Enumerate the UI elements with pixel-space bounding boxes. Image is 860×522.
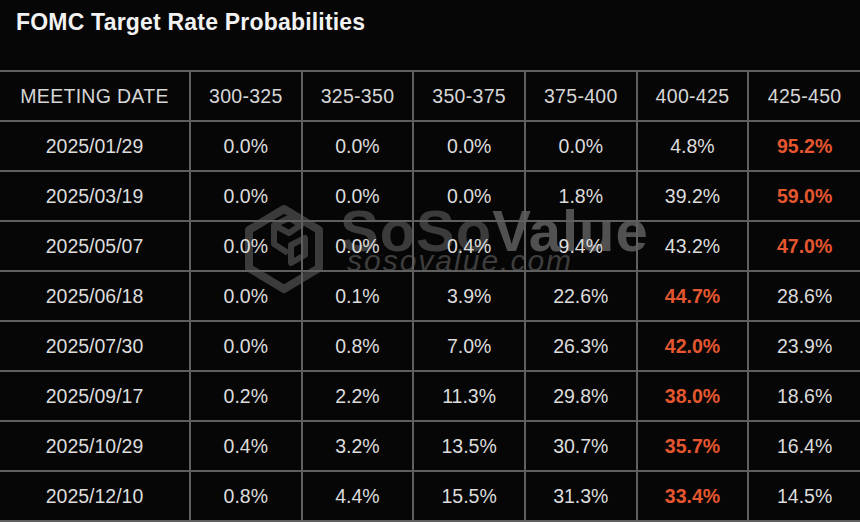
probability-cell: 3.2% (302, 421, 414, 471)
probability-cell: 4.8% (637, 121, 749, 171)
probability-cell-highlighted: 38.0% (637, 371, 749, 421)
column-header-meeting-date: MEETING DATE (0, 71, 190, 121)
column-header-rate-range: 375-400 (525, 71, 637, 121)
table-row: 2025/05/070.0%0.0%0.4%9.4%43.2%47.0% (0, 221, 860, 271)
meeting-date-cell: 2025/03/19 (0, 171, 190, 221)
probability-cell: 4.4% (302, 471, 414, 521)
column-header-rate-range: 325-350 (302, 71, 414, 121)
probability-cell-highlighted: 59.0% (748, 171, 860, 221)
table-row: 2025/12/100.8%4.4%15.5%31.3%33.4%14.5% (0, 471, 860, 521)
probability-cell-highlighted: 95.2% (748, 121, 860, 171)
probability-cell-highlighted: 35.7% (637, 421, 749, 471)
probability-cell: 22.6% (525, 271, 637, 321)
probability-cell: 0.4% (413, 221, 525, 271)
probability-cell: 0.0% (302, 171, 414, 221)
probability-cell: 0.0% (190, 121, 302, 171)
meeting-date-cell: 2025/10/29 (0, 421, 190, 471)
table-body: 2025/01/290.0%0.0%0.0%0.0%4.8%95.2%2025/… (0, 121, 860, 521)
probability-cell: 0.2% (190, 371, 302, 421)
probability-cell: 15.5% (413, 471, 525, 521)
table-row: 2025/09/170.2%2.2%11.3%29.8%38.0%18.6% (0, 371, 860, 421)
probability-cell: 2.2% (302, 371, 414, 421)
probability-cell: 13.5% (413, 421, 525, 471)
table-row: 2025/06/180.0%0.1%3.9%22.6%44.7%28.6% (0, 271, 860, 321)
meeting-date-cell: 2025/12/10 (0, 471, 190, 521)
probabilities-table: MEETING DATE300-325325-350350-375375-400… (0, 70, 860, 522)
probability-cell: 11.3% (413, 371, 525, 421)
page-title: FOMC Target Rate Probabilities (16, 9, 365, 36)
probability-cell: 29.8% (525, 371, 637, 421)
probability-cell: 0.0% (413, 171, 525, 221)
probability-cell: 31.3% (525, 471, 637, 521)
fomc-rate-probabilities-widget: FOMC Target Rate Probabilities SoSoValue… (0, 0, 860, 522)
meeting-date-cell: 2025/07/30 (0, 321, 190, 371)
table-header-row: MEETING DATE300-325325-350350-375375-400… (0, 71, 860, 121)
probability-cell: 0.8% (190, 471, 302, 521)
table-row: 2025/07/300.0%0.8%7.0%26.3%42.0%23.9% (0, 321, 860, 371)
table-row: 2025/03/190.0%0.0%0.0%1.8%39.2%59.0% (0, 171, 860, 221)
table-row: 2025/01/290.0%0.0%0.0%0.0%4.8%95.2% (0, 121, 860, 171)
probability-cell-highlighted: 44.7% (637, 271, 749, 321)
probability-cell: 0.0% (190, 171, 302, 221)
probability-cell: 30.7% (525, 421, 637, 471)
probability-cell: 0.0% (190, 321, 302, 371)
probability-cell: 0.0% (525, 121, 637, 171)
table-row: 2025/10/290.4%3.2%13.5%30.7%35.7%16.4% (0, 421, 860, 471)
column-header-rate-range: 400-425 (637, 71, 749, 121)
meeting-date-cell: 2025/01/29 (0, 121, 190, 171)
probability-cell: 26.3% (525, 321, 637, 371)
probability-cell: 0.0% (302, 221, 414, 271)
probability-cell: 0.4% (190, 421, 302, 471)
meeting-date-cell: 2025/05/07 (0, 221, 190, 271)
probability-cell: 0.0% (190, 221, 302, 271)
probability-cell: 0.0% (190, 271, 302, 321)
probability-cell: 16.4% (748, 421, 860, 471)
probability-cell: 0.0% (302, 121, 414, 171)
probability-cell: 0.0% (413, 121, 525, 171)
column-header-rate-range: 425-450 (748, 71, 860, 121)
probability-cell: 18.6% (748, 371, 860, 421)
column-header-rate-range: 300-325 (190, 71, 302, 121)
probability-cell: 43.2% (637, 221, 749, 271)
probability-cell: 0.1% (302, 271, 414, 321)
probability-cell-highlighted: 33.4% (637, 471, 749, 521)
probability-cell-highlighted: 47.0% (748, 221, 860, 271)
probability-cell-highlighted: 42.0% (637, 321, 749, 371)
probability-cell: 9.4% (525, 221, 637, 271)
probability-cell: 28.6% (748, 271, 860, 321)
probability-cell: 14.5% (748, 471, 860, 521)
column-header-rate-range: 350-375 (413, 71, 525, 121)
table-header: MEETING DATE300-325325-350350-375375-400… (0, 71, 860, 121)
probability-cell: 39.2% (637, 171, 749, 221)
probability-cell: 3.9% (413, 271, 525, 321)
probability-cell: 23.9% (748, 321, 860, 371)
meeting-date-cell: 2025/06/18 (0, 271, 190, 321)
probability-cell: 7.0% (413, 321, 525, 371)
probability-cell: 0.8% (302, 321, 414, 371)
probability-cell: 1.8% (525, 171, 637, 221)
meeting-date-cell: 2025/09/17 (0, 371, 190, 421)
